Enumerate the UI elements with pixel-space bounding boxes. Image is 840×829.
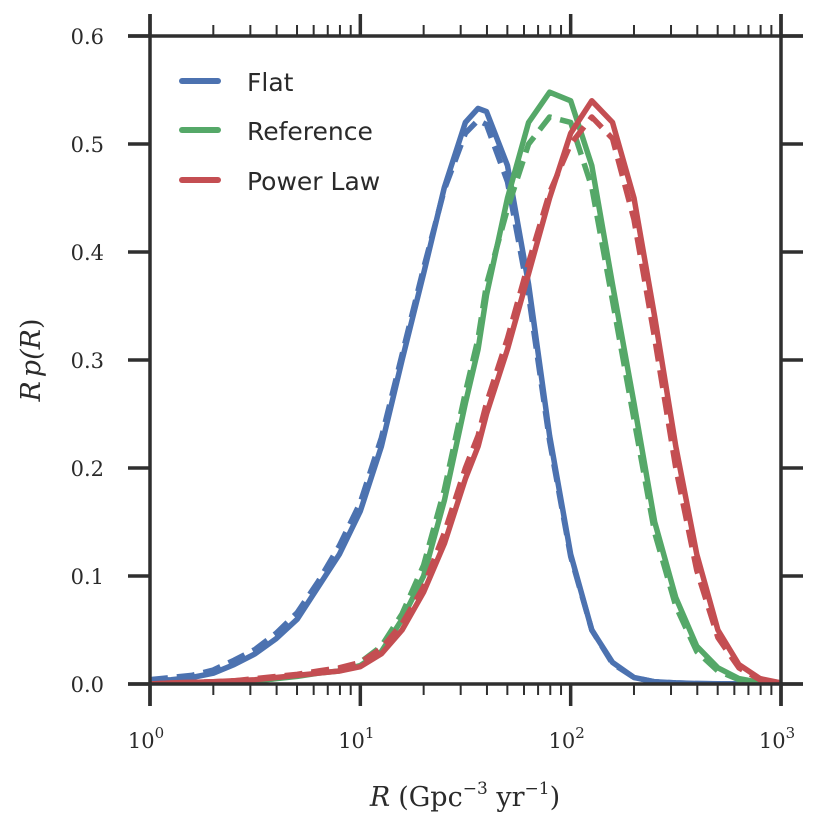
x-ticks: 100 101 102 103 [128, 14, 795, 753]
legend-item-power-law: Power Law [179, 167, 380, 196]
x-tick-label: 102 [549, 724, 585, 753]
x-tick-label: 100 [128, 724, 164, 753]
series-line-reference [150, 89, 781, 684]
legend-label-power-law: Power Law [247, 167, 380, 196]
y-tick-label: 0.1 [71, 565, 104, 589]
y-tick-label: 0.5 [71, 133, 104, 157]
legend-item-reference: Reference [179, 117, 373, 146]
y-tick-label: 0.2 [71, 457, 104, 481]
y-tick-label: 0.6 [71, 25, 104, 49]
y-tick-label: 0.3 [71, 349, 104, 373]
axes [128, 14, 803, 706]
legend-label-reference: Reference [247, 117, 373, 146]
y-tick-label: 0.4 [71, 241, 104, 265]
series-layer [150, 89, 781, 684]
series-line-reference-dashed [150, 114, 781, 684]
y-ticks: 0.0 0.1 0.2 0.3 0.4 0.5 0.6 [71, 25, 803, 697]
x-tick-label: 103 [759, 724, 795, 753]
legend: Flat Reference Power Law [179, 68, 380, 196]
x-tick-label: 101 [338, 724, 374, 753]
x-axis-label: R (Gpc−3 yr−1) [369, 779, 560, 813]
y-tick-label: 0.0 [71, 673, 104, 697]
y-axis-label: Rp(R) [16, 318, 47, 402]
series-line-power-law-dashed [150, 114, 781, 684]
legend-item-flat: Flat [179, 68, 294, 97]
legend-label-flat: Flat [247, 68, 294, 97]
